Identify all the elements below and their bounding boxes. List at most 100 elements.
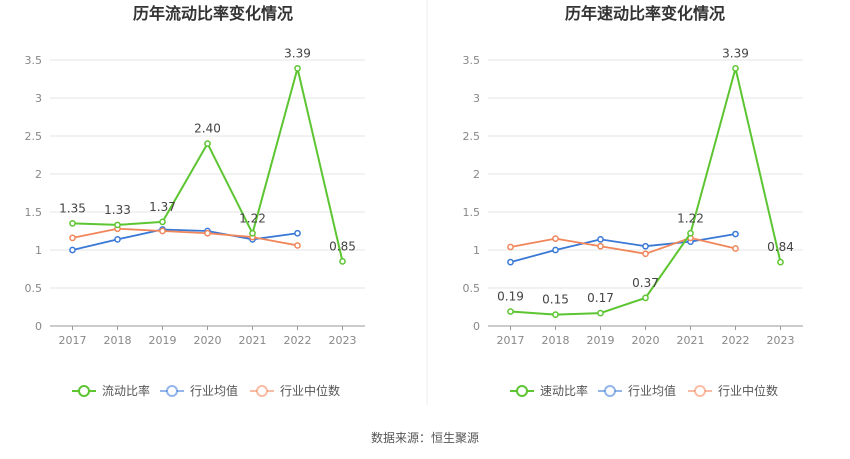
y-tick-label: 1.5 [463, 206, 481, 219]
x-tick-label: 2022 [284, 334, 312, 347]
data-point[interactable] [642, 250, 649, 258]
y-tick-label: 3 [473, 92, 480, 105]
data-label: 1.22 [239, 211, 266, 225]
data-label: 1.35 [59, 201, 86, 215]
y-tick-label: 1 [35, 244, 42, 257]
data-point[interactable] [114, 221, 121, 229]
y-tick-label: 0 [35, 320, 42, 333]
data-point[interactable] [204, 229, 211, 237]
data-label: 2.40 [194, 122, 221, 136]
x-tick-label: 2017 [59, 334, 87, 347]
data-source-note: 数据来源：恒生聚源 [370, 431, 479, 445]
legend-swatch-marker [166, 385, 178, 397]
data-point[interactable] [732, 65, 739, 72]
data-label: 1.37 [149, 200, 176, 214]
data-point[interactable] [69, 246, 76, 254]
x-tick-label: 2021 [677, 334, 705, 347]
data-point[interactable] [597, 309, 604, 317]
legend-label: 速动比率 [540, 383, 588, 398]
series-line [72, 227, 298, 247]
legend-item[interactable]: 行业均值 [598, 383, 676, 398]
data-point[interactable] [294, 65, 301, 72]
legend-label: 行业中位数 [718, 383, 778, 398]
data-point[interactable] [69, 234, 76, 242]
data-label: 0.15 [542, 293, 569, 307]
chart-title: 历年速动比率变化情况 [565, 4, 725, 23]
data-point[interactable] [777, 258, 784, 266]
data-label: 3.39 [722, 46, 749, 60]
data-label: 0.85 [329, 239, 356, 253]
data-label: 0.19 [497, 290, 524, 304]
data-point[interactable] [507, 243, 514, 251]
data-point[interactable] [552, 246, 559, 254]
x-tick-label: 2018 [542, 334, 570, 347]
x-tick-label: 2017 [497, 334, 525, 347]
data-point[interactable] [294, 229, 301, 237]
data-point[interactable] [69, 220, 76, 227]
data-point[interactable] [159, 227, 166, 235]
x-tick-label: 2023 [767, 334, 795, 347]
data-point[interactable] [597, 236, 604, 243]
data-point[interactable] [339, 258, 346, 265]
data-point[interactable] [597, 242, 604, 250]
y-tick-label: 2 [35, 168, 42, 181]
data-point[interactable] [294, 242, 301, 249]
y-tick-label: 1.5 [25, 206, 43, 219]
x-tick-label: 2019 [149, 334, 177, 347]
data-point[interactable] [552, 311, 559, 318]
y-tick-label: 2.5 [25, 130, 43, 143]
data-label: 3.39 [284, 46, 311, 60]
legend-item[interactable]: 行业中位数 [688, 383, 778, 398]
x-tick-label: 2019 [587, 334, 615, 347]
legend-swatch-marker [516, 385, 528, 397]
data-label: 0.37 [632, 276, 659, 290]
data-point[interactable] [732, 230, 739, 238]
legend-swatch-marker [604, 385, 616, 397]
legend-label: 行业均值 [628, 383, 676, 398]
x-tick-label: 2018 [104, 334, 132, 347]
legend-item[interactable]: 流动比率 [72, 383, 150, 398]
legend-label: 行业均值 [190, 383, 238, 398]
y-tick-label: 0.5 [25, 282, 43, 295]
data-point[interactable] [687, 229, 694, 237]
data-label: 0.84 [767, 240, 794, 254]
x-tick-label: 2022 [722, 334, 750, 347]
legend-swatch-marker [256, 385, 268, 397]
y-tick-label: 0.5 [463, 282, 481, 295]
chart-title: 历年流动比率变化情况 [133, 4, 293, 23]
data-point[interactable] [159, 218, 166, 226]
y-tick-label: 1 [473, 244, 480, 257]
legend-item[interactable]: 速动比率 [510, 383, 588, 398]
x-tick-label: 2020 [194, 334, 222, 347]
x-tick-label: 2021 [239, 334, 267, 347]
y-tick-label: 3.5 [463, 54, 481, 67]
y-tick-label: 2 [473, 168, 480, 181]
data-point[interactable] [114, 236, 121, 243]
data-label: 1.22 [677, 211, 704, 225]
y-tick-label: 2.5 [463, 130, 481, 143]
x-tick-label: 2023 [329, 334, 357, 347]
legend-label: 行业中位数 [280, 383, 340, 398]
legend-item[interactable]: 行业中位数 [250, 383, 340, 398]
quick-ratio-chart: 历年速动比率变化情况 0 0.5 1 1.5 2 2.5 3 3.5 2017 2018 2019 20… [463, 4, 803, 398]
data-label: 1.33 [104, 203, 131, 217]
y-tick-label: 3.5 [25, 54, 43, 67]
data-point[interactable] [732, 245, 739, 252]
data-point[interactable] [642, 294, 649, 302]
y-tick-label: 3 [35, 92, 42, 105]
x-tick-label: 2020 [632, 334, 660, 347]
y-tick-label: 0 [473, 320, 480, 333]
data-point[interactable] [249, 229, 256, 237]
legend-label: 流动比率 [102, 383, 150, 398]
series-line [510, 236, 736, 255]
data-label: 0.17 [587, 291, 614, 305]
data-point[interactable] [642, 242, 649, 250]
data-point[interactable] [204, 140, 211, 147]
series-line [510, 233, 736, 264]
data-point[interactable] [552, 235, 559, 242]
legend-item[interactable]: 行业均值 [160, 383, 238, 398]
data-point[interactable] [507, 258, 514, 266]
data-point[interactable] [507, 308, 514, 315]
legend-swatch-marker [78, 385, 90, 397]
